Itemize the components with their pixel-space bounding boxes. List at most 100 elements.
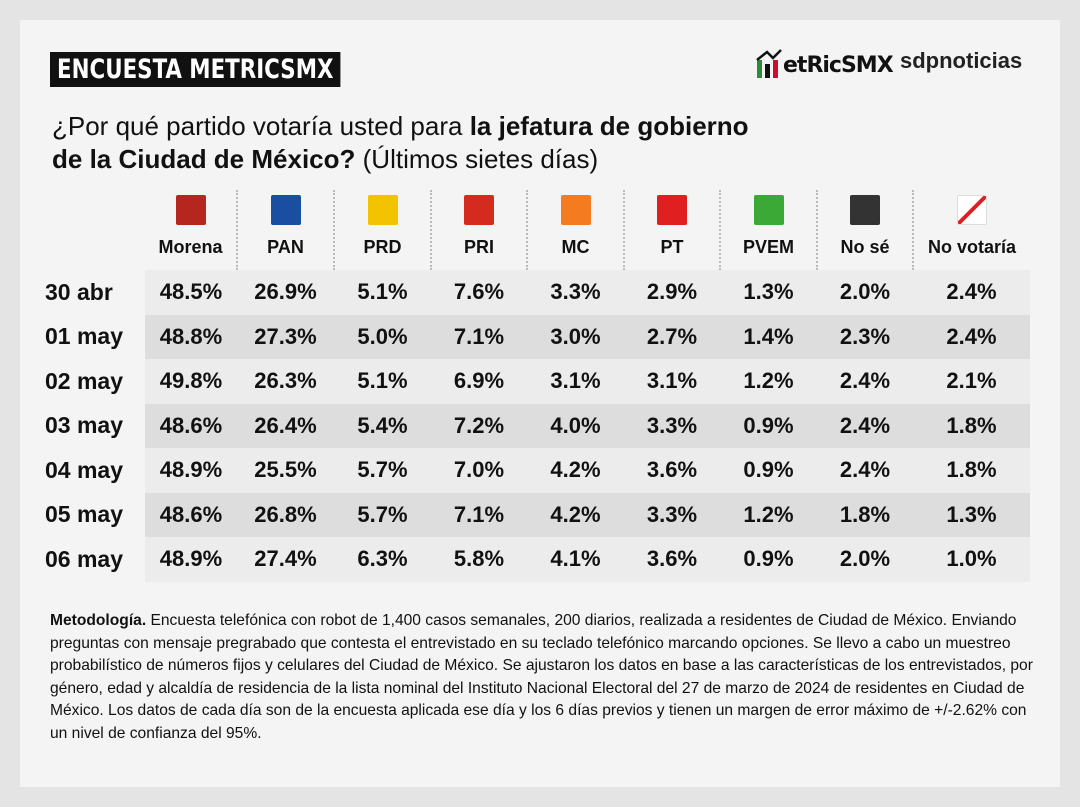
column-label: MC bbox=[561, 237, 590, 257]
cell-value: 48.8% bbox=[145, 314, 237, 359]
cell-value: 2.7% bbox=[624, 314, 720, 359]
cell-value: 3.0% bbox=[527, 314, 624, 359]
cell-value: 3.1% bbox=[527, 359, 624, 404]
cell-value: 2.0% bbox=[817, 537, 913, 582]
cell-value: 1.2% bbox=[720, 359, 817, 404]
cell-value: 5.0% bbox=[334, 314, 431, 359]
cell-value: 2.4% bbox=[913, 270, 1030, 315]
cell-value: 3.1% bbox=[624, 359, 720, 404]
party-icon bbox=[753, 195, 784, 225]
logo-text: etRicSMX bbox=[783, 53, 894, 78]
cell-value: 0.9% bbox=[720, 537, 817, 582]
column-label: PRI bbox=[463, 237, 494, 257]
cell-value: 1.2% bbox=[720, 492, 817, 537]
row-date: 06 may bbox=[45, 537, 145, 582]
cell-value: 4.2% bbox=[527, 448, 624, 493]
cell-value: 2.3% bbox=[817, 314, 913, 359]
partner-logo: sdpnoticias bbox=[900, 48, 1023, 73]
cell-value: 6.9% bbox=[431, 359, 527, 404]
cell-value: 5.7% bbox=[334, 448, 431, 493]
cell-value: 2.4% bbox=[817, 359, 913, 404]
column-label: PVEM bbox=[742, 237, 794, 257]
cell-value: 7.1% bbox=[431, 314, 527, 359]
corner bbox=[45, 190, 145, 270]
column-header: MC bbox=[526, 190, 624, 270]
cell-value: 2.4% bbox=[817, 448, 913, 493]
cell-value: 3.3% bbox=[624, 492, 720, 537]
cell-value: 5.1% bbox=[334, 270, 431, 315]
column-header: Morena bbox=[145, 190, 237, 270]
party-icon bbox=[850, 195, 880, 225]
cell-value: 2.4% bbox=[913, 314, 1030, 359]
cell-value: 49.8% bbox=[145, 359, 237, 404]
column-label: Morena bbox=[158, 237, 223, 257]
party-icon bbox=[560, 195, 591, 225]
cell-value: 2.0% bbox=[817, 270, 913, 315]
cell-value: 5.7% bbox=[334, 492, 431, 537]
cell-value: 4.0% bbox=[527, 403, 624, 448]
question-bold: la jefatura de gobierno bbox=[469, 111, 749, 141]
cell-value: 1.8% bbox=[913, 403, 1030, 448]
cell-value: 26.3% bbox=[237, 359, 334, 404]
logo-icon bbox=[756, 49, 782, 78]
party-icon bbox=[367, 195, 398, 225]
column-header: PRI bbox=[430, 190, 527, 270]
column-label: No votaría bbox=[927, 237, 1017, 257]
column-label: PAN bbox=[267, 237, 304, 257]
cell-value: 1.8% bbox=[913, 448, 1030, 493]
cell-value: 1.3% bbox=[720, 270, 817, 315]
cell-value: 0.9% bbox=[720, 448, 817, 493]
data-row: 03 may 48.6% 26.4% 5.4% 7.2% 4.0% 3.3% 0.9% 2.4%… bbox=[45, 403, 1030, 448]
cell-value: 27.4% bbox=[237, 537, 334, 582]
cell-value: 3.6% bbox=[624, 537, 720, 582]
cell-value: 26.8% bbox=[237, 492, 334, 537]
column-header: PVEM bbox=[719, 190, 817, 270]
column-header: No sé bbox=[816, 190, 913, 270]
data-row: 01 may 48.8% 27.3% 5.0% 7.1% 3.0% 2.7% 1.4% 2.3%… bbox=[45, 314, 1030, 359]
cell-value: 7.6% bbox=[431, 270, 527, 315]
cell-value: 1.8% bbox=[817, 492, 913, 537]
cell-value: 6.3% bbox=[334, 537, 431, 582]
question-bold: de la Ciudad de México? bbox=[52, 144, 356, 174]
data-row: 30 abr 48.5% 26.9% 5.1% 7.6% 3.3% 2.9% 1.3% 2.0%… bbox=[45, 270, 1030, 315]
party-icon bbox=[270, 195, 301, 225]
data-row: 04 may 48.9% 25.5% 5.7% 7.0% 4.2% 3.6% 0.9% 2.4%… bbox=[45, 448, 1030, 493]
row-date: 02 may bbox=[45, 359, 145, 404]
question: ¿Por qué partido votaría usted para la j… bbox=[52, 110, 812, 176]
cell-value: 2.4% bbox=[817, 403, 913, 448]
cell-value: 0.9% bbox=[720, 403, 817, 448]
column-header: PAN bbox=[236, 190, 334, 270]
cell-value: 27.3% bbox=[237, 314, 334, 359]
cell-value: 2.9% bbox=[624, 270, 720, 315]
methodology: Metodología. Encuesta telefónica con rob… bbox=[50, 610, 1035, 746]
cell-value: 3.3% bbox=[624, 403, 720, 448]
card: ENCUESTA METRICSMX etRicSMX sdpnoticias … bbox=[20, 20, 1060, 787]
column-header: No votaría bbox=[912, 190, 1030, 270]
cell-value: 48.6% bbox=[145, 403, 237, 448]
party-icon bbox=[464, 195, 494, 225]
cell-value: 26.4% bbox=[237, 403, 334, 448]
methodology-text: Encuesta telefónica con robot de 1,400 c… bbox=[50, 612, 1033, 742]
cell-value: 5.4% bbox=[334, 403, 431, 448]
cell-value: 1.0% bbox=[913, 537, 1030, 582]
cell-value: 7.2% bbox=[431, 403, 527, 448]
row-date: 30 abr bbox=[45, 270, 145, 315]
question-tail: (Últimos sietes días) bbox=[355, 144, 599, 174]
cell-value: 4.2% bbox=[527, 492, 624, 537]
question-lead: ¿Por qué partido votaría usted para bbox=[52, 111, 470, 141]
cell-value: 26.9% bbox=[237, 270, 334, 315]
cell-value: 5.1% bbox=[334, 359, 431, 404]
methodology-label: Metodología. bbox=[50, 612, 147, 629]
metrics-logo: etRicSMX bbox=[755, 44, 894, 78]
row-date: 03 may bbox=[45, 403, 145, 448]
cell-value: 5.8% bbox=[431, 537, 527, 582]
row-date: 05 may bbox=[45, 492, 145, 537]
cell-value: 48.9% bbox=[145, 537, 237, 582]
cell-value: 48.9% bbox=[145, 448, 237, 493]
row-date: 04 may bbox=[45, 448, 145, 493]
data-row: 06 may 48.9% 27.4% 6.3% 5.8% 4.1% 3.6% 0.9% 2.0%… bbox=[45, 537, 1030, 582]
party-icon bbox=[175, 195, 206, 225]
cell-value: 1.3% bbox=[913, 492, 1030, 537]
cell-value: 7.0% bbox=[431, 448, 527, 493]
